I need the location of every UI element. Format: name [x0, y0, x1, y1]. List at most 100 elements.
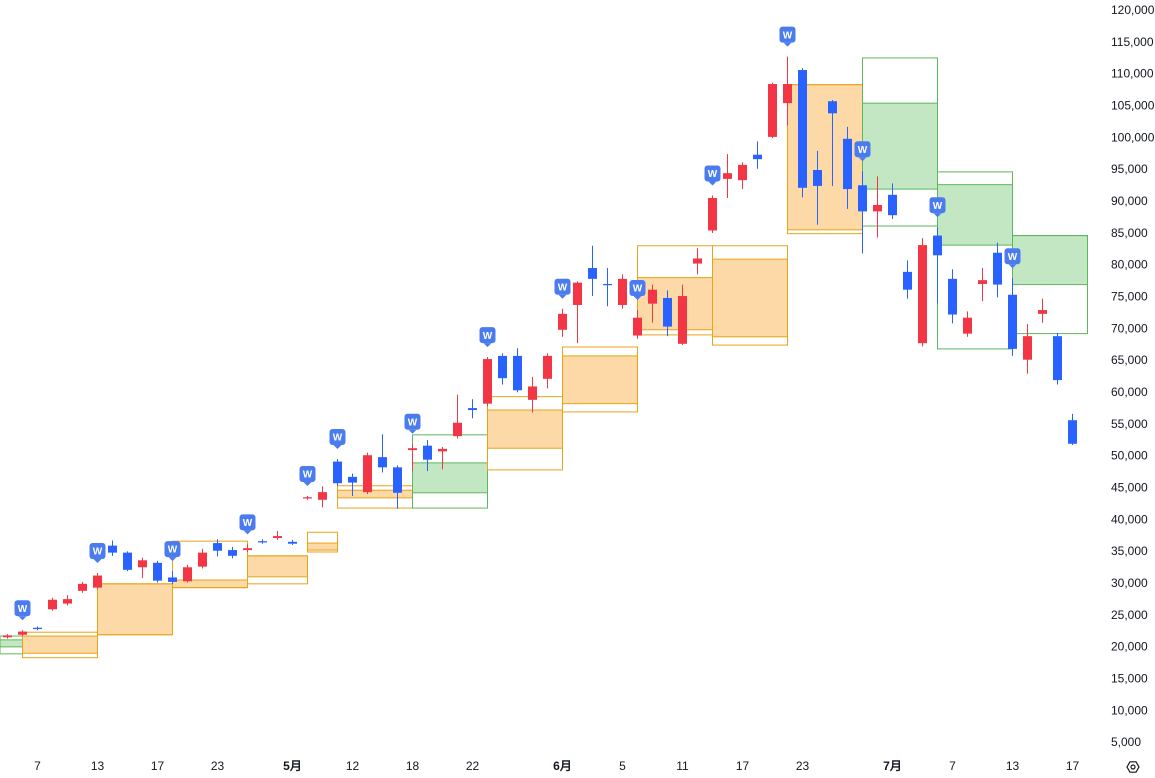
y-tick-label: 110,000: [1111, 67, 1154, 81]
y-tick-label: 30,000: [1111, 576, 1148, 590]
marker-badge: [329, 429, 346, 446]
candle-body: [978, 280, 987, 284]
candle-body: [873, 205, 882, 212]
y-tick-label: 120,000: [1111, 3, 1155, 17]
marker-label: W: [1008, 252, 1018, 263]
candle-body: [93, 575, 102, 588]
y-tick-label: 60,000: [1111, 385, 1148, 399]
marker-pointer: [243, 530, 252, 535]
y-tick-label: 115,000: [1111, 35, 1154, 49]
candle-body: [258, 541, 267, 543]
candle-body: [468, 408, 477, 411]
marker-badge: [704, 165, 721, 182]
zone-outline: [562, 346, 638, 413]
zone-outline: [487, 396, 563, 471]
candle-body: [963, 317, 972, 334]
y-tick-label: 10,000: [1111, 703, 1148, 717]
candle-body: [648, 289, 657, 304]
candle-body: [48, 599, 57, 610]
candle-body: [543, 355, 552, 379]
week-marker: W: [779, 26, 796, 47]
zone-fill: [22, 635, 98, 654]
candle-body: [153, 562, 162, 581]
candle-body: [243, 548, 252, 551]
x-tick-label: 5: [619, 759, 626, 773]
zone-fill: [862, 102, 938, 190]
candle-body: [813, 169, 822, 186]
zone-outline: [247, 555, 308, 585]
zone-fill: [0, 639, 23, 648]
candle-body: [1068, 420, 1077, 444]
candle-body: [753, 154, 762, 160]
candle-body: [858, 185, 867, 212]
candle-body: [228, 550, 237, 556]
candle-body: [273, 536, 282, 538]
zone-fill: [1012, 235, 1088, 286]
candle-body: [918, 245, 927, 344]
plot-area: W W W W W W W W W W W W W W W: [0, 26, 1088, 659]
candle-body: [138, 560, 147, 568]
marker-badge: [779, 26, 796, 43]
marker-badge: [629, 280, 646, 297]
x-tick-label: 12: [346, 759, 360, 773]
y-tick-label: 25,000: [1111, 608, 1148, 622]
marker-pointer: [408, 429, 417, 434]
zone-outline: [712, 245, 788, 346]
marker-label: W: [168, 545, 178, 556]
marker-pointer: [333, 445, 342, 450]
zone-outline: [412, 434, 488, 509]
y-tick-label: 85,000: [1111, 226, 1148, 240]
week-marker: W: [479, 327, 496, 348]
zone-fill: [97, 583, 173, 636]
marker-pointer: [93, 559, 102, 564]
y-tick-label: 5,000: [1111, 735, 1141, 749]
week-marker: W: [164, 541, 181, 562]
marker-label: W: [783, 30, 793, 41]
zone-fill: [937, 184, 1013, 246]
week-marker: W: [629, 280, 646, 301]
zone-outline: [307, 531, 338, 553]
candle-body: [903, 271, 912, 290]
marker-pointer: [303, 481, 312, 486]
zone-fill: [712, 258, 788, 338]
settings-icon[interactable]: [1126, 761, 1140, 773]
candle-body: [588, 268, 597, 279]
x-tick-label: 7: [949, 759, 956, 773]
candle-body: [993, 252, 1002, 285]
candle-body: [453, 422, 462, 437]
candle-body: [738, 164, 747, 181]
y-tick-label: 65,000: [1111, 353, 1148, 367]
marker-label: W: [633, 284, 643, 295]
y-tick-label: 95,000: [1111, 162, 1148, 176]
marker-badge: [1004, 248, 1021, 265]
x-tick-label: 13: [1006, 759, 1020, 773]
candle-body: [213, 543, 222, 551]
candle-body: [1053, 336, 1062, 381]
week-marker: W: [854, 141, 871, 162]
x-tick-label: 23: [211, 759, 225, 773]
y-tick-label: 55,000: [1111, 417, 1148, 431]
marker-pointer: [1008, 264, 1017, 269]
marker-badge: [554, 278, 571, 295]
candle-body: [408, 448, 417, 451]
candle-body: [603, 283, 612, 286]
marker-label: W: [483, 331, 493, 342]
marker-badge: [404, 413, 421, 430]
marker-pointer: [708, 181, 717, 186]
marker-badge: [14, 600, 31, 617]
candle-body: [348, 476, 357, 483]
candle-body: [618, 278, 627, 305]
week-marker: W: [929, 197, 946, 218]
marker-badge: [299, 465, 316, 482]
x-tick-label: 13: [91, 759, 105, 773]
zone-fill: [247, 555, 308, 578]
zone-outline: [97, 583, 173, 636]
marker-label: W: [18, 604, 28, 615]
zone-fill: [487, 409, 563, 449]
candle-body: [363, 455, 372, 493]
candle-body: [723, 173, 732, 179]
candle-body: [528, 386, 537, 400]
candle-body: [333, 461, 342, 484]
zone-outline: [22, 631, 98, 659]
